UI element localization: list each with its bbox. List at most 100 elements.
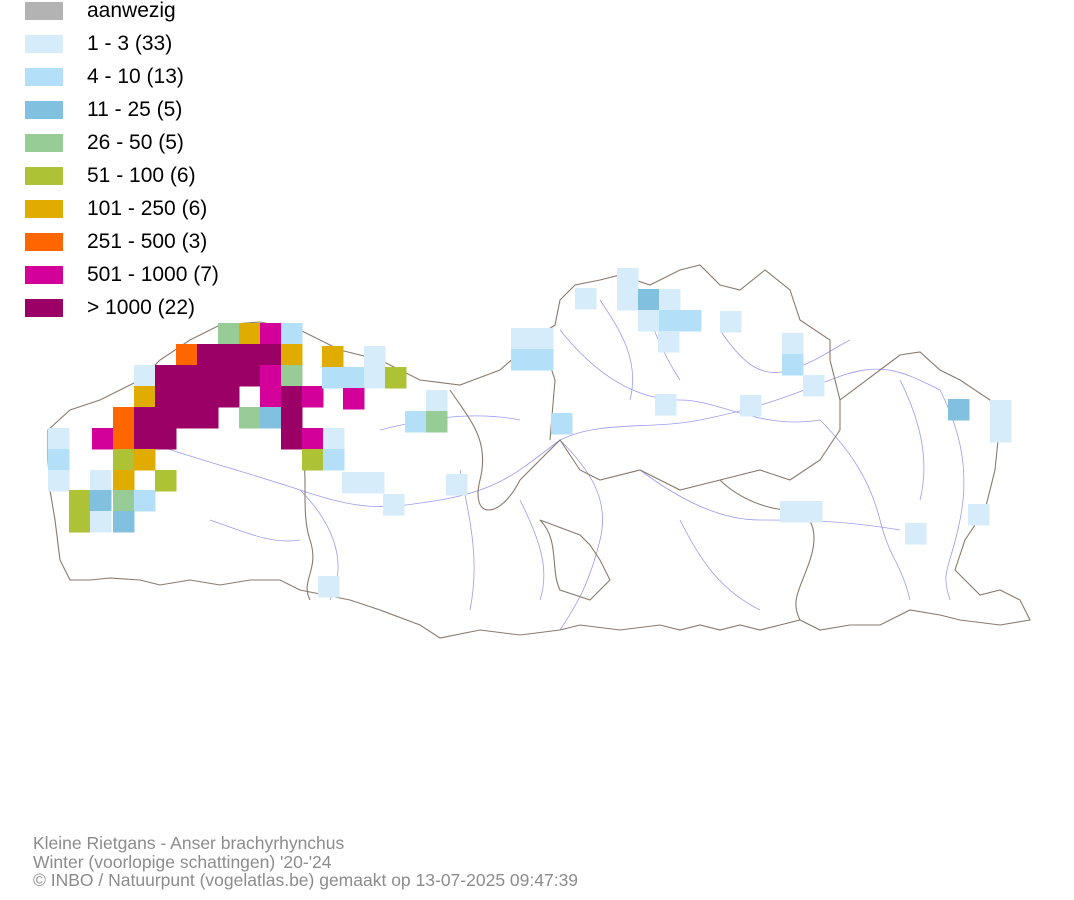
grid-cell [155,407,177,429]
grid-cell [446,474,468,496]
grid-cell [113,511,135,533]
grid-cell [134,365,156,387]
grid-cell [113,407,135,429]
grid-cell [239,344,261,366]
province-border [719,479,815,621]
grid-cell [426,411,448,433]
legend-item: 501 - 1000 (7) [25,258,219,291]
legend-label: > 1000 (22) [87,295,195,319]
grid-cell [197,407,219,429]
grid-cell [69,490,91,512]
grid-cell [155,386,177,408]
grid-cell [134,386,156,408]
grid-cell [782,354,804,376]
river [939,389,965,601]
grid-cell [383,494,405,516]
grid-cell [364,367,386,389]
grid-cell [134,407,156,429]
grid-cell [659,289,681,311]
grid-cell [302,449,324,471]
grid-cell [948,399,970,421]
grid-cells [48,268,1012,598]
legend-label: 1 - 3 (33) [87,31,173,55]
grid-cell [318,576,340,598]
grid-cell [658,331,680,353]
grid-cell [113,428,135,450]
legend-swatch [25,34,63,53]
grid-cell [218,365,240,387]
grid-cell [48,470,70,492]
grid-cell [155,428,177,450]
caption-species: Kleine Rietgans - Anser brachyrhynchus [33,833,345,853]
grid-cell [905,523,927,545]
grid-cell [92,428,114,450]
river [899,379,925,501]
caption-credit: © INBO / Natuurpunt (vogelatlas.be) gema… [33,870,579,890]
grid-cell [720,311,742,333]
grid-cell [90,490,112,512]
grid-cell [90,470,112,492]
grid-cell [575,288,597,310]
river [559,329,821,423]
grid-cell [48,428,70,450]
legend-label: 11 - 25 (5) [87,97,183,121]
legend-label: 26 - 50 (5) [87,130,184,154]
grid-cell [281,365,303,387]
legend-item: 251 - 500 (3) [25,225,219,258]
legend-item: 101 - 250 (6) [25,192,219,225]
legend-swatch [25,265,63,284]
grid-cell [218,323,240,345]
caption-season: Winter (voorlopige schattingen) '20-'24 [33,851,332,872]
legend-label: 251 - 500 (3) [87,229,208,253]
grid-cell [48,449,70,471]
grid-cell [260,386,282,408]
legend-swatch [25,199,63,218]
grid-cell [281,428,303,450]
legend-label: 501 - 1000 (7) [87,262,219,286]
legend-label: 101 - 250 (6) [87,196,208,220]
legend-swatch [25,1,63,20]
legend-item: 4 - 10 (13) [25,60,219,93]
grid-cell [638,310,660,332]
legend-swatch [25,298,63,317]
grid-cell [281,323,303,345]
legend-item: 11 - 25 (5) [25,93,219,126]
legend-item: aanwezig [25,0,219,27]
grid-cell [69,511,91,533]
grid-cell [780,501,802,523]
map-caption: Kleine Rietgans - Anser brachyrhynchus W… [33,834,578,890]
grid-cell [176,344,198,366]
grid-cell [281,407,303,429]
grid-cell [176,386,198,408]
river [119,431,561,507]
legend-label: 4 - 10 (13) [87,64,184,88]
river [639,469,901,531]
grid-cell [260,323,282,345]
grid-cell [551,413,573,435]
grid-cell [260,344,282,366]
legend-label: 51 - 100 (6) [87,163,196,187]
river [559,439,603,631]
grid-cell [364,346,386,368]
grid-cell [176,407,198,429]
grid-cell [990,400,1012,422]
river [819,419,911,601]
grid-cell [155,470,177,492]
river [519,499,545,601]
grid-cell [363,472,385,494]
grid-cell [343,367,365,389]
river [599,299,634,401]
legend-swatch [25,100,63,119]
legend-swatch [25,133,63,152]
province-border [539,519,611,601]
grid-cell [197,386,219,408]
grid-cell [239,407,261,429]
grid-cell [740,395,762,417]
grid-cell [803,375,825,397]
grid-cell [532,328,554,350]
grid-cell [990,421,1012,443]
grid-cell [659,310,681,332]
grid-cell [680,310,702,332]
grid-cell [113,449,135,471]
